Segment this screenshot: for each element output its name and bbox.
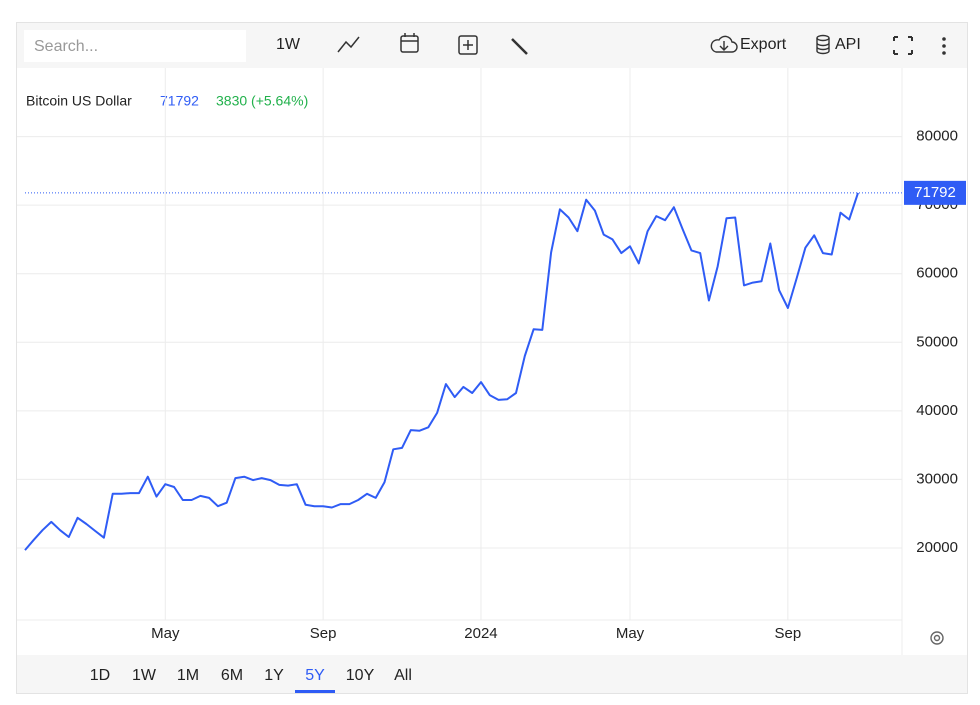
range-button[interactable]: 1W (132, 667, 157, 684)
range-button[interactable]: 10Y (346, 667, 375, 684)
y-tick-label: 80000 (916, 128, 958, 145)
api-button[interactable]: API (835, 36, 861, 53)
x-tick-label: Sep (775, 625, 802, 642)
y-tick-label: 20000 (916, 539, 958, 556)
calendar-icon[interactable] (400, 33, 419, 53)
export-button[interactable]: Export (740, 36, 787, 53)
fullscreen-icon[interactable] (893, 36, 913, 55)
y-tick-label: 50000 (916, 333, 958, 350)
y-tick-label: 30000 (916, 470, 958, 487)
series-name: Bitcoin US Dollar (26, 93, 132, 109)
y-tick-label: 40000 (916, 402, 958, 419)
range-button[interactable]: 1D (90, 667, 110, 684)
settings-icon[interactable] (930, 631, 944, 645)
range-button[interactable]: 1M (177, 667, 199, 684)
search-box[interactable] (24, 30, 246, 62)
price-line (24, 192, 859, 551)
add-indicator-icon[interactable] (458, 35, 478, 55)
x-tick-label: May (151, 625, 180, 642)
range-bar (17, 655, 967, 693)
more-menu[interactable] (942, 37, 946, 55)
range-selected-underline (295, 690, 335, 693)
range-button[interactable]: 5Y (305, 667, 325, 684)
x-tick-label: Sep (310, 625, 337, 642)
x-tick-label: May (616, 625, 645, 642)
api-icon[interactable] (816, 34, 830, 55)
range-button[interactable]: All (394, 667, 412, 684)
search-placeholder: Search... (34, 38, 98, 55)
last-price-label: 71792 (914, 184, 956, 201)
frame (16, 22, 968, 694)
export-icon[interactable] (710, 35, 738, 53)
tools-icon[interactable] (511, 38, 528, 55)
range-button[interactable]: 6M (221, 667, 243, 684)
last-price: 71792 (160, 93, 199, 109)
last-price-box (904, 180, 966, 205)
chart-type-icon[interactable] (337, 36, 360, 53)
range-button[interactable]: 1Y (264, 667, 284, 684)
plot-area (17, 68, 902, 620)
interval-button[interactable]: 1W (276, 36, 301, 53)
price-change: 3830 (+5.64%) (216, 93, 308, 109)
x-tick-label: 2024 (464, 625, 497, 642)
y-tick-label: 60000 (916, 265, 958, 282)
